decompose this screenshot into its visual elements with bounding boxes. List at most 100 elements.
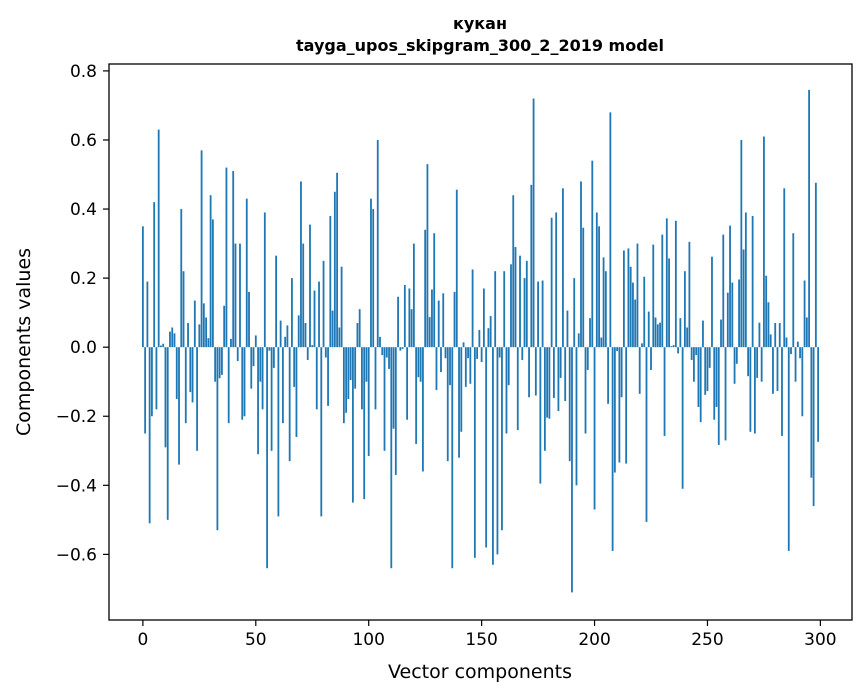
bar-33 <box>216 347 219 531</box>
bar-274 <box>760 347 763 382</box>
bar-24 <box>196 347 198 451</box>
bar-113 <box>397 296 399 348</box>
bar-130 <box>435 347 438 391</box>
bar-207 <box>609 112 612 348</box>
bar-259 <box>726 292 729 348</box>
bar-34 <box>218 347 221 379</box>
bar-167 <box>519 255 521 348</box>
bar-169 <box>523 278 526 348</box>
bar-99 <box>365 347 368 382</box>
bar-216 <box>629 266 632 348</box>
bar-152 <box>485 347 488 548</box>
bar-57 <box>270 347 273 451</box>
bar-215 <box>627 248 630 348</box>
x-tick-label: 150 <box>465 630 497 650</box>
bar-6 <box>155 347 158 410</box>
bar-280 <box>774 323 777 348</box>
bar-284 <box>783 188 786 348</box>
bar-150 <box>480 347 483 363</box>
bar-132 <box>440 347 442 373</box>
bar-109 <box>388 347 390 369</box>
bar-76 <box>313 290 316 348</box>
chart-subtitle: tayga_upos_skipgram_300_2_2019 model <box>296 36 664 55</box>
bar-48 <box>250 347 253 389</box>
bar-126 <box>426 164 429 348</box>
x-tick-label: 200 <box>578 630 610 650</box>
bar-66 <box>291 278 293 348</box>
bar-49 <box>252 347 255 367</box>
y-tick-label: 0.2 <box>70 269 97 289</box>
bar-13 <box>171 327 174 348</box>
bar-56 <box>268 347 271 351</box>
bar-181 <box>550 217 553 348</box>
bar-104 <box>376 139 379 348</box>
x-tick-label: 250 <box>691 630 723 650</box>
bar-196 <box>584 347 587 434</box>
bar-138 <box>453 291 456 348</box>
bar-251 <box>708 347 711 368</box>
bar-184 <box>557 347 560 412</box>
bar-3 <box>148 347 151 524</box>
bar-189 <box>568 347 571 462</box>
bar-98 <box>363 347 366 500</box>
bar-86 <box>336 172 338 348</box>
bar-231 <box>663 347 666 436</box>
bar-260 <box>729 225 731 348</box>
bar-268 <box>747 347 750 377</box>
bar-224 <box>647 311 650 348</box>
bar-236 <box>674 220 677 348</box>
x-tick-label: 300 <box>804 630 836 650</box>
bar-55 <box>266 347 268 569</box>
bar-175 <box>537 281 539 348</box>
bar-117 <box>406 347 409 420</box>
bar-83 <box>329 215 332 348</box>
axes-frame <box>108 63 853 621</box>
bar-102 <box>372 209 375 348</box>
bar-230 <box>661 234 664 348</box>
bar-71 <box>302 243 305 348</box>
bar-28 <box>205 317 208 348</box>
bar-190 <box>571 347 573 593</box>
bar-54 <box>263 212 266 348</box>
bar-247 <box>699 347 702 423</box>
bar-14 <box>173 333 176 348</box>
bar-246 <box>697 347 700 407</box>
bar-202 <box>598 226 600 348</box>
bar-63 <box>284 336 287 348</box>
bar-222 <box>643 276 646 348</box>
bar-293 <box>803 280 806 348</box>
bar-206 <box>607 347 610 404</box>
bar-19 <box>184 347 187 424</box>
bar-188 <box>566 310 569 348</box>
bar-23 <box>193 300 196 348</box>
bar-9 <box>162 343 165 348</box>
bar-128 <box>431 289 433 348</box>
bar-43 <box>239 243 241 348</box>
bar-151 <box>482 288 485 348</box>
bar-233 <box>668 258 670 348</box>
bar-270 <box>751 215 754 348</box>
bar-53 <box>261 347 264 410</box>
bar-137 <box>451 347 454 569</box>
bar-234 <box>670 346 673 348</box>
bar-298 <box>814 182 817 348</box>
bar-162 <box>507 347 510 386</box>
bar-164 <box>512 195 515 348</box>
bar-282 <box>778 323 781 348</box>
bar-195 <box>582 227 585 348</box>
bar-272 <box>756 347 759 378</box>
bar-241 <box>686 327 689 348</box>
bar-182 <box>552 347 555 398</box>
bar-245 <box>695 347 698 356</box>
bar-297 <box>812 347 815 507</box>
bar-40 <box>232 171 235 348</box>
bar-16 <box>178 347 180 465</box>
bar-186 <box>562 188 564 348</box>
bar-29 <box>207 338 210 348</box>
bar-144 <box>467 347 469 359</box>
bar-289 <box>794 347 797 382</box>
bar-4 <box>151 347 153 417</box>
bar-290 <box>796 341 799 348</box>
bar-153 <box>487 328 490 348</box>
